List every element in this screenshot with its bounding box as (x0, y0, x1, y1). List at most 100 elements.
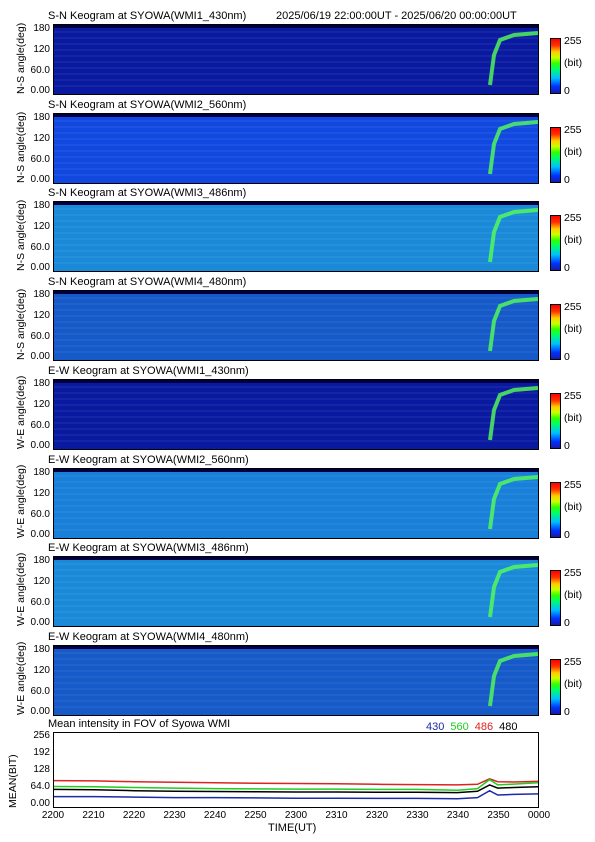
keogram-ytick: 120 (33, 399, 50, 410)
colorbar-unit: (bit) (564, 146, 583, 158)
colorbar (550, 393, 561, 449)
mean-ytick: 128 (33, 764, 50, 775)
keogram-ylabel: N-S angle(deg) (15, 22, 27, 94)
legend-item: 430 (426, 721, 445, 733)
colorbar-max: 255 (564, 212, 582, 224)
series-line-480 (53, 784, 539, 794)
colorbar-min: 0 (564, 617, 570, 629)
keogram-title: E-W Keogram at SYOWA(WMI2_560nm) (48, 454, 249, 466)
keogram-ytick: 0.00 (30, 351, 50, 362)
keogram-ytick: 120 (33, 310, 50, 321)
colorbar-max: 255 (564, 390, 582, 402)
x-tick: 2250 (244, 810, 267, 821)
keogram-image (53, 379, 539, 450)
x-tick: 2320 (365, 810, 389, 821)
colorbar-max: 255 (564, 567, 582, 579)
keogram-ylabel: N-S angle(deg) (15, 111, 27, 183)
x-axis-label: TIME(UT) (268, 822, 317, 834)
keogram-ytick: 180 (33, 378, 50, 389)
colorbar-min: 0 (564, 440, 570, 452)
keogram-ytick: 180 (33, 200, 50, 211)
keogram-ytick: 60.0 (30, 154, 50, 165)
keogram-ylabel: W-E angle(deg) (15, 464, 27, 538)
keogram-ytick: 60.0 (30, 420, 50, 431)
legend-item: 480 (499, 721, 518, 733)
x-tick: 2330 (406, 810, 429, 821)
colorbar (550, 215, 561, 271)
keogram-ytick: 60.0 (30, 331, 50, 342)
keogram-title: S-N Keogram at SYOWA(WMI4_480nm) (48, 276, 247, 288)
keogram-ytick: 180 (33, 112, 50, 123)
x-tick: 0000 (527, 810, 551, 821)
keogram-ytick: 120 (33, 44, 50, 55)
keogram-image (53, 201, 539, 272)
keogram-ytick: 0.00 (30, 706, 50, 717)
keogram-ytick: 120 (33, 221, 50, 232)
keogram-image (53, 113, 539, 184)
colorbar (550, 304, 561, 360)
series-line-560 (53, 778, 539, 791)
colorbar-max: 255 (564, 301, 582, 313)
colorbar-unit: (bit) (564, 412, 583, 424)
keogram-ytick: 60.0 (30, 509, 50, 520)
keogram-ytick: 120 (33, 665, 50, 676)
colorbar-min: 0 (564, 85, 570, 97)
keogram-ylabel: N-S angle(deg) (15, 199, 27, 271)
keogram-title: S-N Keogram at SYOWA(WMI3_486nm) (48, 187, 247, 199)
colorbar (550, 659, 561, 715)
keogram-ytick: 120 (33, 576, 50, 587)
colorbar-unit: (bit) (564, 234, 583, 246)
keogram-ytick: 60.0 (30, 686, 50, 697)
colorbar (550, 127, 561, 183)
colorbar-max: 255 (564, 656, 582, 668)
mean-ytick: 192 (33, 747, 50, 758)
colorbar-min: 0 (564, 706, 570, 718)
keogram-image (53, 24, 539, 95)
colorbar-min: 0 (564, 262, 570, 274)
keogram-ytick: 0.00 (30, 174, 50, 185)
keogram-ytick: 180 (33, 555, 50, 566)
colorbar-unit: (bit) (564, 57, 583, 69)
keogram-ylabel: W-E angle(deg) (15, 552, 27, 626)
colorbar-unit: (bit) (564, 589, 583, 601)
keogram-image (53, 468, 539, 539)
keogram-ytick: 180 (33, 23, 50, 34)
keogram-title: E-W Keogram at SYOWA(WMI4_480nm) (48, 631, 249, 643)
keogram-ylabel: N-S angle(deg) (15, 288, 27, 360)
legend: 430 560 486 480 (420, 721, 517, 733)
keogram-ytick: 0.00 (30, 262, 50, 273)
keogram-ylabel: W-E angle(deg) (15, 375, 27, 449)
x-tick: 2240 (203, 810, 227, 821)
keogram-ytick: 60.0 (30, 65, 50, 76)
mean-ytick: 0.00 (30, 798, 50, 809)
keogram-ytick: 60.0 (30, 597, 50, 608)
series-line-486 (53, 777, 539, 786)
mean-plot-frame (53, 732, 539, 808)
colorbar-max: 255 (564, 124, 582, 136)
keogram-ytick: 180 (33, 467, 50, 478)
colorbar-min: 0 (564, 174, 570, 186)
colorbar (550, 570, 561, 626)
colorbar-unit: (bit) (564, 678, 583, 690)
keogram-image (53, 290, 539, 361)
keogram-ylabel: W-E angle(deg) (15, 641, 27, 715)
x-tick: 2340 (446, 810, 470, 821)
legend-item: 486 (474, 721, 494, 733)
mean-ytick: 64.0 (30, 781, 50, 792)
keogram-ytick: 0.00 (30, 529, 50, 540)
mean-panel-ylabel: MEAN(BIT) (7, 754, 19, 808)
keogram-title: S-N Keogram at SYOWA(WMI1_430nm) (48, 10, 247, 22)
keogram-ytick: 0.00 (30, 85, 50, 96)
keogram-ytick: 180 (33, 289, 50, 300)
keogram-ytick: 0.00 (30, 440, 50, 451)
x-tick: 2350 (487, 810, 510, 821)
time-range: 2025/06/19 22:00:00UT - 2025/06/20 00:00… (276, 10, 517, 22)
keogram-ytick: 120 (33, 488, 50, 499)
mean-plot (53, 777, 539, 800)
keogram-image (53, 556, 539, 627)
colorbar (550, 38, 561, 94)
colorbar-max: 255 (564, 35, 582, 47)
colorbar-min: 0 (564, 351, 570, 363)
keogram-title: E-W Keogram at SYOWA(WMI3_486nm) (48, 542, 249, 554)
keogram-ytick: 0.00 (30, 617, 50, 628)
